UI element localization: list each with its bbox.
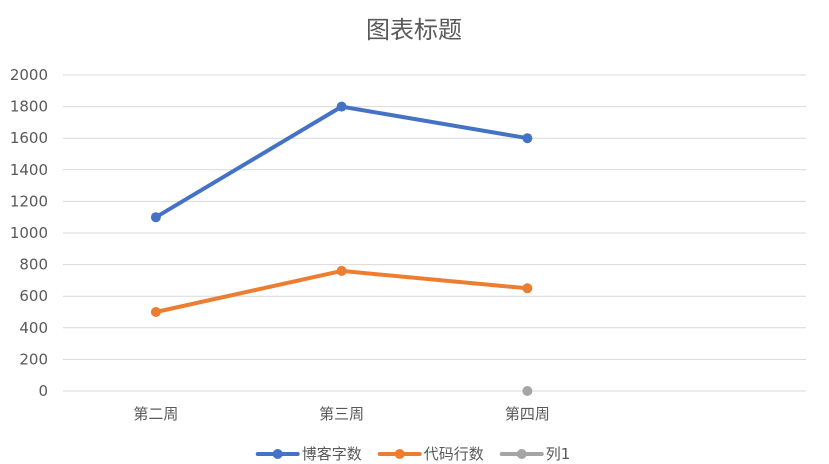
series-2 [150,265,533,317]
legend-label: 博客字数 [302,445,362,463]
x-tick-label: 第四周 [505,405,550,423]
y-axis-ticks: 0 200 400 600 800 1000 1200 1400 1600 1800 2000 [10,66,48,400]
y-tick-label: 1200 [10,192,48,210]
data-point [336,265,347,276]
series-3 [522,386,533,396]
legend-key [255,449,300,459]
data-point [522,283,533,294]
chart-title: 图表标题 [366,16,462,44]
legend-key [377,449,422,459]
y-tick-label: 600 [19,287,48,305]
y-tick-label: 800 [19,256,48,274]
y-tick-label: 1800 [10,98,48,116]
series-line [153,104,530,220]
y-tick-label: 1400 [10,161,48,179]
legend: 博客字数 代码行数 列1 [255,445,571,463]
gridlines [63,74,806,392]
data-point [336,101,347,112]
legend-key [499,449,544,459]
y-tick-label: 200 [19,350,48,368]
legend-label: 列1 [546,445,571,463]
x-tick-label: 第二周 [133,405,178,423]
legend-label: 代码行数 [424,445,484,463]
y-tick-label: 1000 [10,224,48,242]
data-point [522,133,533,144]
data-point [150,307,161,317]
series-1 [150,101,533,223]
series-line [153,268,530,314]
y-tick-label: 0 [38,382,48,400]
data-point [150,212,161,223]
data-point [522,386,533,396]
series-layer [150,101,533,396]
y-tick-label: 1600 [10,129,48,147]
y-tick-label: 2000 [10,66,48,84]
x-tick-label: 第三周 [319,405,364,423]
x-axis-ticks: 第二周 第三周 第四周 [133,405,550,423]
y-tick-label: 400 [19,319,48,337]
